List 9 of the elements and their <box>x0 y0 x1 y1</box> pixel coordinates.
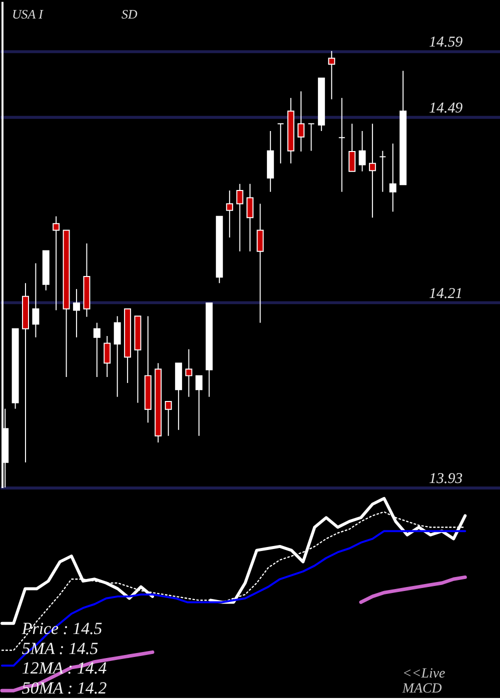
y-tick-label: 14.49 <box>429 100 464 117</box>
y-tick-label: 14.59 <box>429 34 464 51</box>
annotation: SD <box>122 6 138 22</box>
chart-title: USA I <box>12 6 44 22</box>
annotation: <<Live <box>402 666 446 682</box>
y-tick-label: 14.21 <box>429 286 463 302</box>
annotation: MACD <box>401 682 442 697</box>
y-tick-label: 13.93 <box>429 470 463 487</box>
annotation: 50MA : 14.2 <box>22 678 108 698</box>
